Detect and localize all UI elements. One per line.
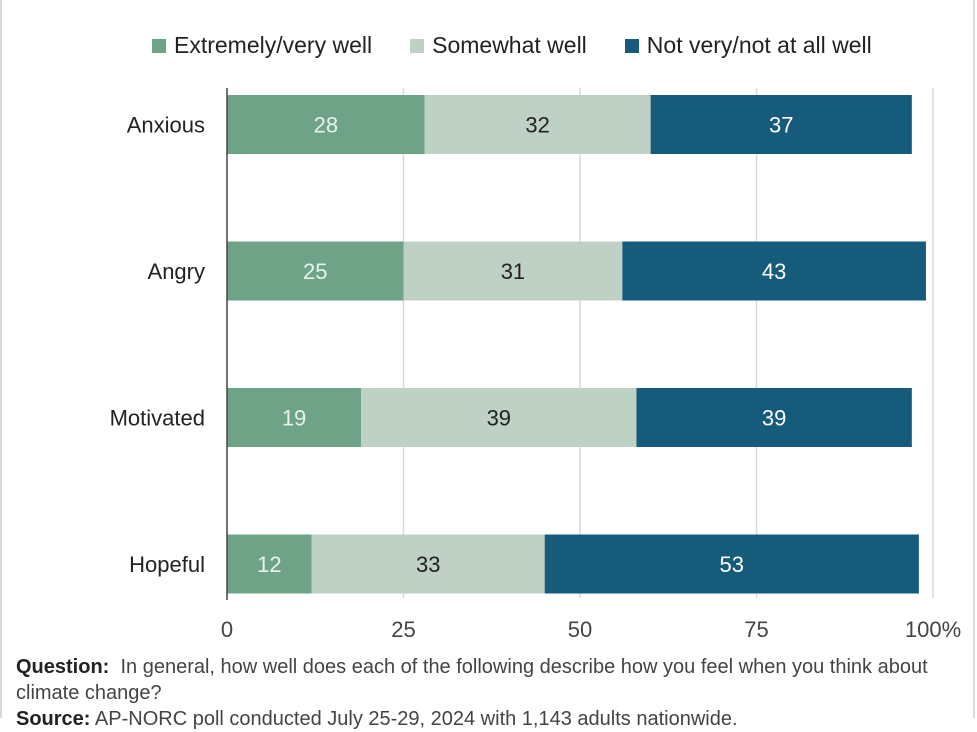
legend-item-somewhat: Somewhat well xyxy=(410,32,587,59)
bar-segment xyxy=(424,95,651,154)
legend-swatch-somewhat xyxy=(410,38,425,53)
legend-swatch-extremely xyxy=(152,38,166,53)
data-label: 32 xyxy=(525,113,549,138)
legend-swatch-not-very xyxy=(624,38,639,53)
data-label: 43 xyxy=(762,259,786,284)
category-label: Anxious xyxy=(127,113,205,138)
question-text: In general, how well does each of the fo… xyxy=(16,656,928,704)
bar-segment xyxy=(544,534,919,594)
bar-segment xyxy=(227,534,312,594)
x-tick-label: 0 xyxy=(221,617,233,642)
bar-segment xyxy=(636,388,912,447)
data-label: 39 xyxy=(762,406,786,431)
data-label: 33 xyxy=(416,552,440,577)
data-label: 28 xyxy=(314,113,338,138)
question-note: Question: In general, how well does each… xyxy=(16,654,956,706)
legend-item-not-very: Not very/not at all well xyxy=(624,32,872,59)
x-tick-label: 50 xyxy=(568,617,592,642)
data-label: 25 xyxy=(303,259,327,284)
data-label: 53 xyxy=(720,552,744,577)
data-label: 39 xyxy=(487,406,511,431)
bar-segment xyxy=(622,241,926,301)
chart-footer: Question: In general, how well does each… xyxy=(16,654,956,732)
data-label: 37 xyxy=(769,113,793,138)
data-label: 19 xyxy=(282,406,306,431)
x-tick-label: 75 xyxy=(744,617,768,642)
bar-segment xyxy=(227,95,425,154)
source-note: Source: AP-NORC poll conducted July 25-2… xyxy=(16,706,956,732)
category-label: Angry xyxy=(148,259,205,284)
bar-segment xyxy=(403,241,623,301)
legend-label-not-very: Not very/not at all well xyxy=(646,32,872,58)
question-label: Question: xyxy=(16,656,110,678)
source-text: AP-NORC poll conducted July 25-29, 2024 … xyxy=(94,708,738,730)
bar-segment xyxy=(361,388,637,447)
bar-segment xyxy=(650,95,912,154)
chart-legend: Extremely/very well Somewhat well Not ve… xyxy=(152,32,872,59)
legend-label-extremely: Extremely/very well xyxy=(174,32,373,58)
legend-label-somewhat: Somewhat well xyxy=(432,32,587,58)
bar-segment xyxy=(311,534,545,594)
bar-segment xyxy=(227,388,362,447)
category-label: Hopeful xyxy=(129,552,205,577)
x-tick-label: 100% xyxy=(905,617,961,642)
source-label: Source: xyxy=(16,708,91,730)
legend-item-extremely: Extremely/very well xyxy=(152,32,372,59)
category-label: Motivated xyxy=(110,406,205,431)
chart-frame xyxy=(0,0,975,718)
data-label: 31 xyxy=(501,259,525,284)
stacked-bar-chart: 28 32 37 Anxious 25 31 43 Angry 19 39 39 Motivated 1… xyxy=(110,88,961,642)
x-tick-label: 25 xyxy=(391,617,415,642)
data-label: 12 xyxy=(257,552,281,577)
bar-segment xyxy=(227,241,404,301)
